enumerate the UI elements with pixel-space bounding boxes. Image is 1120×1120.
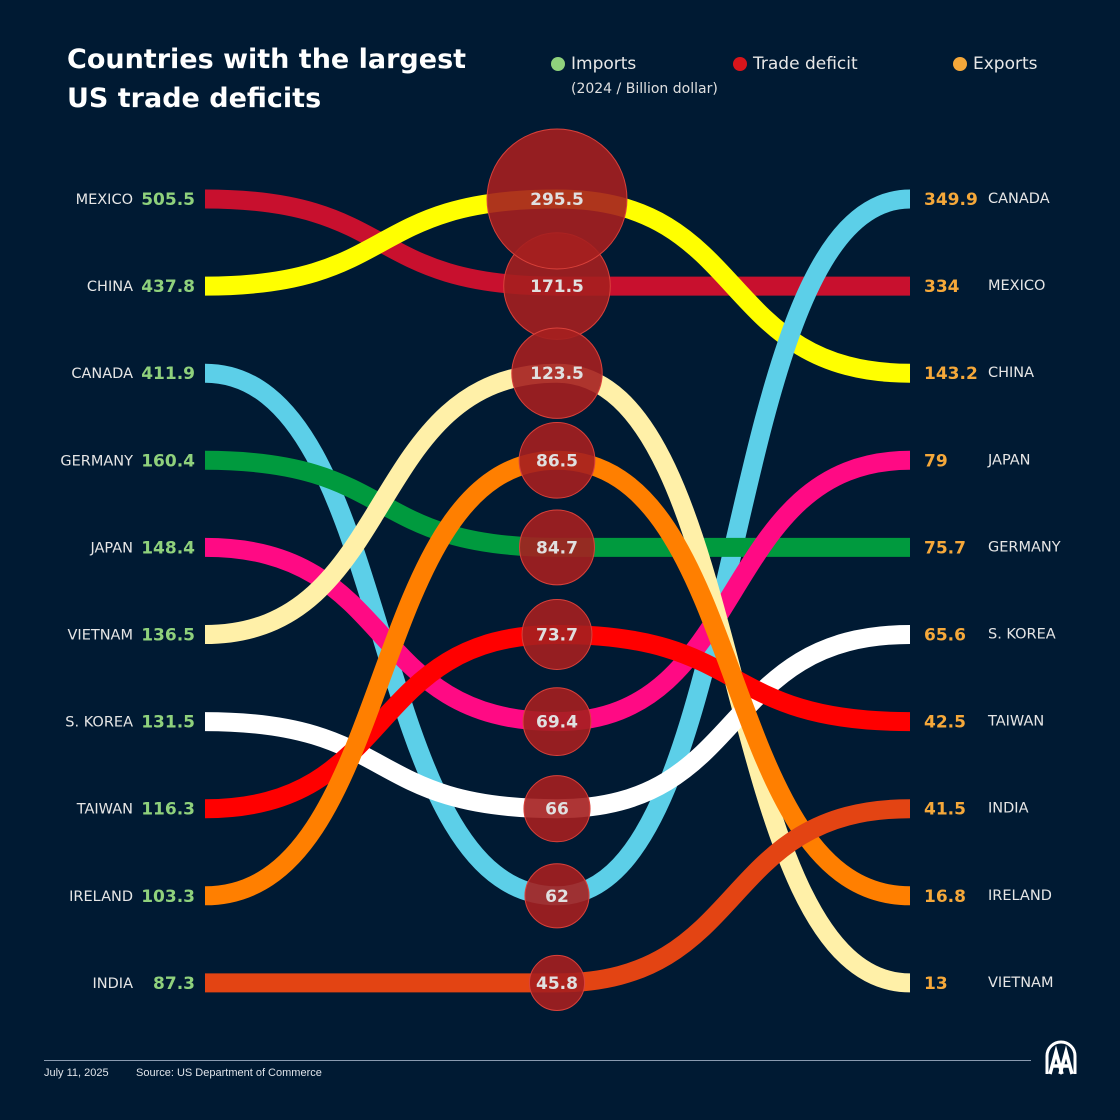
country-label-right-canada: CANADA (988, 191, 1050, 207)
legend-deficit: Trade deficit (733, 54, 858, 74)
exports-value-japan: 79 (924, 451, 948, 471)
unit-label: (2024 / Billion dollar) (571, 81, 718, 97)
country-label-left-canada: CANADA (71, 366, 133, 382)
deficit-bubble-ireland (518, 421, 596, 499)
imports-value-mexico: 505.5 (141, 190, 195, 210)
deficit-value-japan: 69.4 (536, 713, 578, 733)
deficit-value-canada: 62 (545, 887, 569, 907)
imports-value-vietnam: 136.5 (141, 626, 195, 646)
country-label-left-mexico: MEXICO (76, 192, 133, 208)
imports-value-canada: 411.9 (141, 364, 195, 384)
chart-title: Countries with the largest US trade defi… (67, 44, 467, 114)
exports-value-taiwan: 42.5 (924, 713, 966, 733)
country-label-left-ireland: IRELAND (69, 889, 133, 905)
country-label-right-india: INDIA (988, 801, 1029, 817)
exports-dot-icon (953, 57, 967, 71)
footer-source: Source: US Department of Commerce (136, 1067, 322, 1079)
country-label-right-vietnam: VIETNAM (988, 975, 1054, 991)
country-label-right-germany: GERMANY (988, 539, 1061, 555)
deficit-value-mexico: 171.5 (530, 277, 584, 297)
country-label-left-germany: GERMANY (60, 453, 133, 469)
imports-value-japan: 148.4 (141, 538, 195, 558)
legend-exports-label: Exports (973, 54, 1038, 74)
imports-value-china: 437.8 (141, 277, 195, 297)
exports-value-vietnam: 13 (924, 974, 948, 994)
exports-value-china: 143.2 (924, 364, 978, 384)
legend-exports: Exports (953, 54, 1038, 74)
deficit-value-s-korea: 66 (545, 800, 569, 820)
deficit-bubble-india (528, 954, 586, 1011)
country-label-left-japan: JAPAN (89, 540, 133, 556)
imports-value-s-korea: 131.5 (141, 713, 195, 733)
deficit-bubble-s-korea (523, 775, 591, 843)
deficit-value-vietnam: 123.5 (530, 364, 584, 384)
country-label-right-china: CHINA (988, 365, 1034, 381)
exports-value-canada: 349.9 (924, 190, 978, 210)
legend-imports-label: Imports (571, 54, 637, 74)
country-label-left-s-korea: S. KOREA (65, 715, 133, 731)
imports-value-ireland: 103.3 (141, 887, 195, 907)
deficit-value-ireland: 86.5 (536, 451, 578, 471)
country-label-left-china: CHINA (87, 279, 133, 295)
legend-imports: Imports (551, 54, 636, 74)
exports-value-germany: 75.7 (924, 538, 966, 558)
deficit-bubble-germany (519, 509, 595, 586)
imports-dot-icon (551, 57, 565, 71)
deficit-bubble-taiwan (521, 599, 593, 670)
deficit-bubble-canada (524, 863, 590, 929)
country-label-left-vietnam: VIETNAM (68, 628, 134, 644)
imports-value-india: 87.3 (153, 974, 195, 994)
exports-value-s-korea: 65.6 (924, 626, 966, 646)
deficit-bubble-china (486, 128, 628, 270)
deficit-value-taiwan: 73.7 (536, 626, 578, 646)
legend-deficit-label: Trade deficit (753, 54, 858, 74)
deficit-bubble-vietnam (511, 327, 603, 419)
country-label-right-japan: JAPAN (987, 452, 1031, 468)
footer-date: July 11, 2025 (44, 1067, 109, 1079)
country-label-right-mexico: MEXICO (988, 278, 1045, 294)
exports-value-ireland: 16.8 (924, 887, 966, 907)
deficit-value-india: 45.8 (536, 974, 578, 994)
deficit-bubble-japan (522, 687, 592, 757)
country-label-left-taiwan: TAIWAN (76, 802, 133, 818)
imports-value-germany: 160.4 (141, 451, 195, 471)
country-label-right-ireland: IRELAND (988, 888, 1052, 904)
country-label-right-taiwan: TAIWAN (987, 714, 1044, 730)
deficit-value-germany: 84.7 (536, 538, 578, 558)
exports-value-mexico: 334 (924, 277, 960, 297)
aa-logo-icon (1045, 1040, 1077, 1075)
deficit-value-china: 295.5 (530, 190, 584, 210)
country-label-right-s-korea: S. KOREA (988, 627, 1056, 643)
imports-value-taiwan: 116.3 (141, 800, 195, 820)
exports-value-india: 41.5 (924, 800, 966, 820)
footer-divider (44, 1060, 1031, 1061)
deficit-dot-icon (733, 57, 747, 71)
country-label-left-india: INDIA (93, 976, 134, 992)
